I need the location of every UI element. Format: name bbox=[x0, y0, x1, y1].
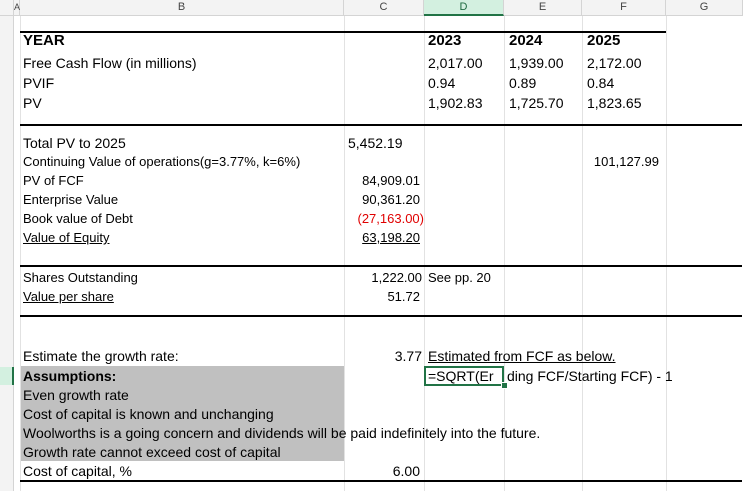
gridline bbox=[344, 16, 345, 491]
column-header-c[interactable]: C bbox=[344, 0, 424, 16]
assumption-item: Growth rate cannot exceed cost of capita… bbox=[23, 444, 281, 460]
assumptions-shading bbox=[21, 366, 344, 461]
gridline bbox=[424, 16, 425, 491]
cost-of-capital-label: Cost of capital, % bbox=[23, 463, 132, 479]
pvif-2023: 0.94 bbox=[428, 75, 456, 91]
value-per-share-label: Value per share bbox=[23, 289, 114, 304]
fill-handle[interactable] bbox=[501, 382, 508, 389]
equity-label: Value of Equity bbox=[23, 230, 110, 245]
year-header-label: YEAR bbox=[23, 32, 65, 49]
fcf-2024: 1,939.00 bbox=[509, 55, 564, 71]
total-pv-label: Total PV to 2025 bbox=[23, 135, 126, 151]
gridline bbox=[20, 16, 21, 491]
assumption-item: Woolworths is a going concern and divide… bbox=[23, 425, 541, 441]
growth-rate-label: Estimate the growth rate: bbox=[23, 348, 179, 364]
continuing-value-value: 101,127.99 bbox=[593, 154, 659, 169]
ev-label: Enterprise Value bbox=[23, 192, 119, 207]
cost-of-capital-value: 6.00 bbox=[392, 463, 420, 479]
border-line bbox=[20, 124, 742, 126]
row-header-selected[interactable] bbox=[0, 367, 14, 385]
border-line bbox=[20, 265, 742, 267]
fcf-2023: 2,017.00 bbox=[428, 55, 483, 71]
growth-rate-note: Estimated from FCF as below. bbox=[428, 348, 616, 364]
growth-rate-value: 3.77 bbox=[394, 348, 422, 364]
pvif-2024: 0.89 bbox=[509, 75, 537, 91]
column-header-g[interactable]: G bbox=[666, 0, 743, 16]
border-line bbox=[20, 480, 742, 482]
select-all-corner[interactable] bbox=[0, 0, 14, 16]
equity-value: 63,198.20 bbox=[362, 230, 420, 245]
assumption-item: Cost of capital is known and unchanging bbox=[23, 406, 274, 422]
debt-value: (27,163.00) bbox=[357, 211, 425, 226]
fcf-label: Free Cash Flow (in millions) bbox=[23, 55, 197, 71]
active-cell[interactable] bbox=[424, 366, 504, 386]
pv-2025: 1,823.65 bbox=[587, 95, 642, 111]
gridline bbox=[504, 16, 505, 491]
assumptions-title: Assumptions: bbox=[23, 368, 117, 384]
border-line bbox=[20, 31, 666, 33]
year-2025-header: 2025 bbox=[587, 32, 621, 49]
shares-note: See pp. 20 bbox=[428, 270, 491, 285]
value-per-share-value: 51.72 bbox=[387, 289, 420, 304]
pv-fcf-label: PV of FCF bbox=[23, 173, 84, 188]
gridline bbox=[666, 16, 667, 491]
year-2024-header: 2024 bbox=[509, 32, 543, 49]
row-header-strip[interactable] bbox=[0, 16, 14, 491]
column-header-a[interactable]: A bbox=[14, 0, 20, 16]
formula-text-part1: =SQRT(Er bbox=[428, 368, 494, 384]
pv-2024: 1,725.70 bbox=[509, 95, 564, 111]
total-pv-value: 5,452.19 bbox=[348, 135, 403, 151]
pv-label: PV bbox=[23, 95, 42, 111]
fcf-2025: 2,172.00 bbox=[587, 55, 642, 71]
ev-value: 90,361.20 bbox=[362, 192, 420, 207]
column-header-e[interactable]: E bbox=[504, 0, 582, 16]
pvif-2025: 0.84 bbox=[587, 75, 615, 91]
pvif-label: PVIF bbox=[23, 75, 55, 91]
pv-fcf-value: 84,909.01 bbox=[362, 173, 420, 188]
assumption-item: Even growth rate bbox=[23, 387, 129, 403]
column-header-f[interactable]: F bbox=[582, 0, 666, 16]
shares-outstanding-value: 1,222.00 bbox=[371, 270, 422, 285]
shares-outstanding-label: Shares Outstanding bbox=[23, 270, 138, 285]
column-header-b[interactable]: B bbox=[20, 0, 344, 16]
border-line bbox=[20, 315, 742, 317]
year-2023-header: 2023 bbox=[428, 32, 462, 49]
debt-label: Book value of Debt bbox=[23, 211, 133, 226]
formula-text-part2: ding FCF/Starting FCF) - 1 bbox=[507, 368, 673, 384]
gridline bbox=[582, 16, 583, 491]
column-header-d[interactable]: D bbox=[424, 0, 504, 16]
pv-2023: 1,902.83 bbox=[428, 95, 483, 111]
continuing-value-label: Continuing Value of operations(g=3.77%, … bbox=[23, 154, 301, 169]
